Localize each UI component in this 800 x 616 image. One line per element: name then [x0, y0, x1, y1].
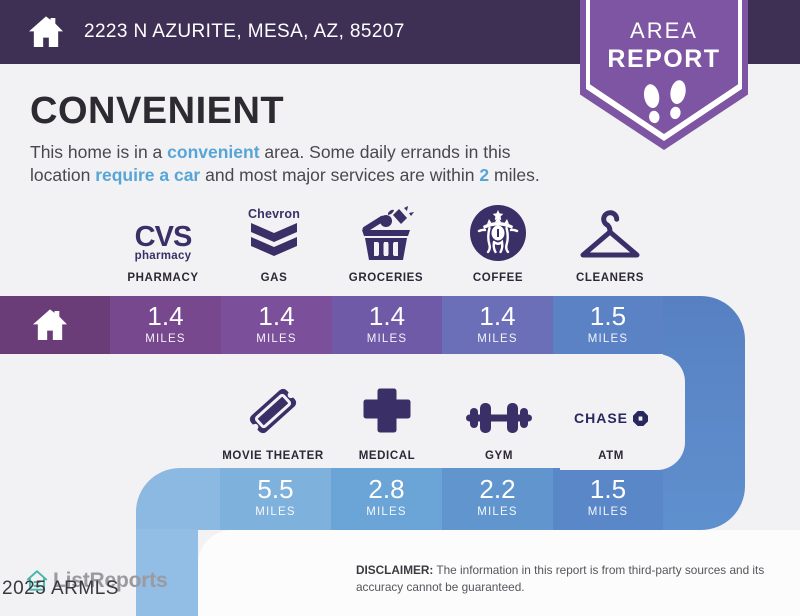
service-label: PHARMACY: [127, 272, 199, 284]
distance-gas: 1.4 MILES: [221, 303, 332, 345]
bar-segment: [332, 296, 442, 354]
badge-title-report: REPORT: [607, 45, 721, 73]
chevron-wordmark: Chevron: [247, 207, 301, 221]
cvs-sub-wordmark: pharmacy: [134, 250, 192, 262]
distance-value: 1.4: [479, 301, 516, 331]
bar-segment: [442, 468, 553, 530]
distance-value: 2.2: [479, 474, 516, 504]
distance-value: 1.4: [258, 301, 295, 331]
distance-value: 1.4: [147, 301, 184, 331]
distance-unit: MILES: [366, 333, 408, 345]
distance-unit: MILES: [145, 333, 186, 345]
distance-cleaners: 1.5 MILES: [553, 303, 663, 345]
disclaimer-body: The information in this report is from t…: [356, 563, 765, 595]
listreports-house-icon: [26, 570, 48, 591]
distance-unit: MILES: [255, 506, 296, 518]
listreports-wordmark: ListReports: [53, 569, 168, 592]
service-coffee: COFFEE: [438, 202, 558, 284]
service-pharmacy: CVS pharmacy PHARMACY: [103, 202, 223, 284]
dumbbell-icon: [439, 380, 559, 440]
cvs-logo-icon: CVS pharmacy: [103, 202, 223, 262]
footer-card: [198, 530, 800, 616]
distance-coffee: 1.4 MILES: [442, 303, 553, 345]
distance-movie-theater: 5.5 MILES: [220, 476, 331, 518]
distance-medical: 2.8 MILES: [331, 476, 442, 518]
distance-unit: MILES: [256, 333, 297, 345]
property-address: 2223 N AZURITE, MESA, AZ, 85207: [84, 21, 405, 42]
distance-unit: MILES: [477, 333, 518, 345]
summary-plain: area. Some daily errands in this locatio…: [30, 142, 511, 186]
bar-segment: [442, 296, 553, 354]
distance-unit: MILES: [587, 333, 629, 345]
bar-segment: [553, 296, 663, 354]
chase-wordmark: CHASE: [573, 410, 628, 426]
disclaimer-label: DISCLAIMER:: [356, 563, 434, 577]
distance-value: 1.5: [589, 474, 627, 504]
distance-unit: MILES: [366, 506, 407, 518]
chase-octagon-icon: [633, 410, 648, 426]
ticket-icon: [213, 380, 333, 440]
chevron-logo-icon: Chevron: [214, 202, 334, 262]
summary-text: This home is in a convenient area. Some …: [30, 141, 555, 188]
service-label: COFFEE: [472, 272, 524, 284]
bar-segment: [220, 468, 331, 530]
bar-segment: [553, 468, 663, 530]
service-label: MEDICAL: [358, 450, 416, 462]
home-icon: [29, 16, 63, 47]
service-label: GROCERIES: [348, 272, 424, 284]
service-groceries: GROCERIES: [326, 202, 446, 284]
summary-plain: miles.: [489, 165, 540, 186]
distance-unit: MILES: [587, 506, 629, 518]
distance-value: 1.4: [368, 301, 406, 331]
service-label: GYM: [485, 450, 513, 462]
distance-unit: MILES: [477, 506, 518, 518]
distance-value: 5.5: [257, 474, 294, 504]
badge-title-area: AREA: [630, 18, 698, 43]
distance-pharmacy: 1.4 MILES: [110, 303, 221, 345]
service-label: ATM: [598, 450, 624, 462]
bar-home-icon: [33, 309, 67, 340]
distance-gym: 2.2 MILES: [442, 476, 553, 518]
distance-value: 1.5: [589, 301, 627, 331]
summary-plain: This home is in a: [30, 142, 168, 162]
summary-plain: and most major services are within: [200, 165, 480, 186]
distance-groceries: 1.4 MILES: [332, 303, 442, 345]
path-column-left: [136, 529, 198, 616]
medical-cross-icon: [327, 380, 447, 440]
service-gym: GYM: [439, 380, 559, 462]
service-movie-theater: MOVIE THEATER: [213, 380, 333, 462]
path-inner-notch: [560, 354, 685, 470]
grocery-basket-icon: [326, 202, 446, 262]
listreports-watermark: ListReports: [24, 568, 168, 594]
service-label: CLEANERS: [575, 272, 645, 284]
footprints-icon: [643, 80, 686, 124]
service-medical: MEDICAL: [327, 380, 447, 462]
service-atm: CHASE ATM: [551, 380, 671, 462]
bar-segment: [331, 468, 442, 530]
page-title: CONVENIENT: [30, 90, 285, 132]
bar-segment: [110, 296, 221, 354]
hanger-icon: [550, 202, 670, 262]
distance-atm: 1.5 MILES: [553, 476, 663, 518]
area-report-badge: AREA REPORT: [580, 0, 748, 150]
service-cleaners: CLEANERS: [550, 202, 670, 284]
starbucks-logo-icon: [438, 202, 558, 262]
disclaimer-text: DISCLAIMER: The information in this repo…: [356, 562, 788, 596]
service-label: GAS: [260, 272, 288, 284]
armls-watermark: 2025 ARMLS: [2, 578, 119, 599]
path-elbow-left: [136, 468, 220, 530]
service-label: MOVIE THEATER: [222, 450, 324, 462]
cvs-wordmark: CVS: [134, 220, 193, 253]
summary-highlight-convenient: convenient: [167, 142, 260, 162]
service-gas: Chevron GAS: [214, 202, 334, 284]
distance-value: 2.8: [368, 474, 405, 504]
bar-segment: [221, 296, 332, 354]
summary-highlight-miles: 2: [479, 165, 490, 186]
summary-highlight-car: require a car: [95, 165, 201, 186]
chase-logo-icon: CHASE: [551, 380, 671, 440]
